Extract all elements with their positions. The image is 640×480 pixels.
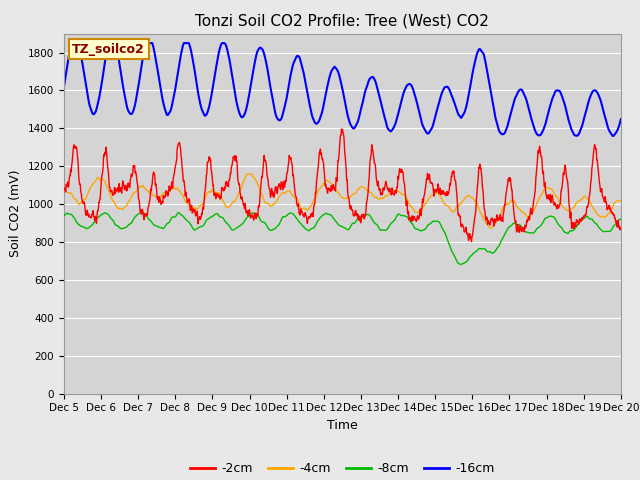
Title: Tonzi Soil CO2 Profile: Tree (West) CO2: Tonzi Soil CO2 Profile: Tree (West) CO2: [195, 13, 490, 28]
Text: TZ_soilco2: TZ_soilco2: [72, 43, 145, 56]
Legend: -2cm, -4cm, -8cm, -16cm: -2cm, -4cm, -8cm, -16cm: [186, 457, 499, 480]
Y-axis label: Soil CO2 (mV): Soil CO2 (mV): [10, 170, 22, 257]
X-axis label: Time: Time: [327, 419, 358, 432]
